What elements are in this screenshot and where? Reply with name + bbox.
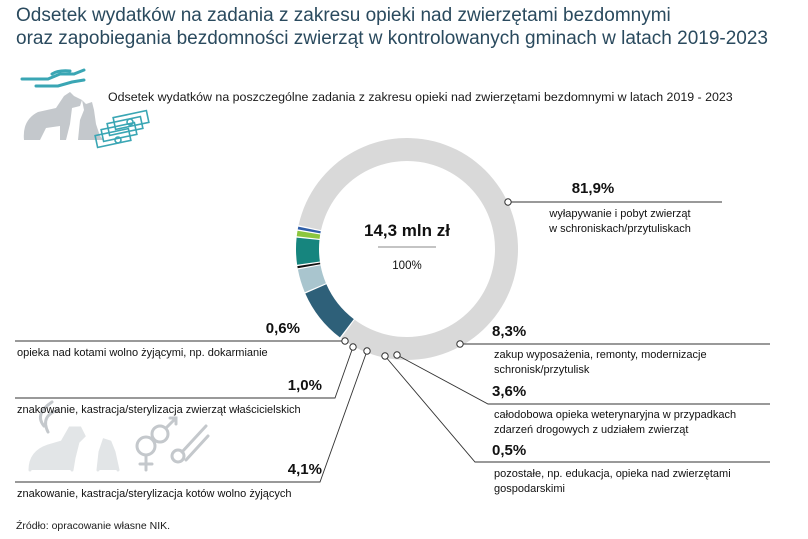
- category-label-slice-2-line-2: zdarzeń drogowych z udziałem zwierząt: [494, 424, 688, 436]
- leader-dot-slice-0: [504, 198, 512, 206]
- leader-dot-slice-1: [456, 340, 464, 348]
- leader-dot-slice-2: [393, 351, 401, 359]
- category-label-slice-6-line-1: opieka nad kotami wolno żyjącymi, np. do…: [17, 347, 268, 359]
- leader-dot-slice-5: [349, 343, 357, 351]
- data-label-slice-0: 81,9%: [572, 180, 615, 197]
- data-label-slice-5: 1,0%: [288, 377, 322, 394]
- leader-line-slice-5: [15, 346, 354, 399]
- source-note: Źródło: opracowanie własne NIK.: [16, 520, 171, 532]
- leader-line-slice-2: [396, 354, 770, 405]
- data-label-slice-3: 0,5%: [492, 442, 526, 459]
- main-title-line-2: oraz zapobiegania bezdomności zwierząt w…: [16, 28, 768, 49]
- pets-gender-scissors-icon: [28, 400, 210, 472]
- leader-line-slice-4: [15, 350, 368, 483]
- data-label-slice-6: 0,6%: [266, 320, 300, 337]
- donut-slices: [296, 137, 518, 360]
- hand-pet-icon: [20, 68, 86, 88]
- data-label-slice-1: 8,3%: [492, 323, 526, 340]
- category-label-slice-4-line-1: znakowanie, kastracja/sterylizacja kotów…: [17, 488, 292, 500]
- category-label-slice-2-line-1: całodobowa opieka weterynaryjna w przypa…: [494, 409, 736, 421]
- category-label-slice-3-line-2: gospodarskimi: [494, 483, 565, 495]
- donut-slice-5: [296, 230, 321, 239]
- leader-lines: [15, 201, 770, 483]
- leader-dots: [341, 198, 512, 360]
- center-total: 14,3 mln zł: [364, 221, 450, 240]
- data-label-slice-4: 4,1%: [288, 461, 322, 478]
- category-label-slice-1-line-1: zakup wyposażenia, remonty, modernizacje: [494, 349, 707, 361]
- chart-subtitle: Odsetek wydatków na poszczególne zadania…: [108, 90, 733, 104]
- leader-dot-slice-3: [381, 352, 389, 360]
- donut-slice-3: [297, 262, 321, 269]
- donut-slice-2: [297, 265, 326, 293]
- leader-dot-slice-6: [341, 337, 349, 345]
- main-title-line-1: Odsetek wydatków na zadania z zakresu op…: [16, 5, 671, 26]
- donut-slice-1: [305, 284, 354, 338]
- money-stack-icon: [94, 109, 150, 149]
- category-label-slice-3-line-1: pozostałe, np. edukacja, opieka nad zwie…: [494, 468, 731, 480]
- donut-slice-4: [296, 237, 320, 265]
- center-percent: 100%: [392, 260, 421, 272]
- category-label-slice-0-line-2: w schroniskach/przytuliskach: [548, 223, 691, 235]
- leader-line-slice-3: [384, 355, 770, 463]
- leader-dot-slice-4: [363, 347, 371, 355]
- main-title: Odsetek wydatków na zadania z zakresu op…: [16, 4, 796, 50]
- data-label-slice-2: 3,6%: [492, 383, 526, 400]
- category-label-slice-0-line-1: wyłapywanie i pobyt zwierząt: [548, 208, 690, 220]
- dog-cat-icon: [23, 92, 104, 140]
- donut-slice-6: [297, 226, 321, 234]
- category-label-slice-5-line-1: znakowanie, kastracja/sterylizacja zwier…: [17, 404, 301, 416]
- category-label-slice-1-line-2: schronisk/przytulisk: [494, 364, 590, 376]
